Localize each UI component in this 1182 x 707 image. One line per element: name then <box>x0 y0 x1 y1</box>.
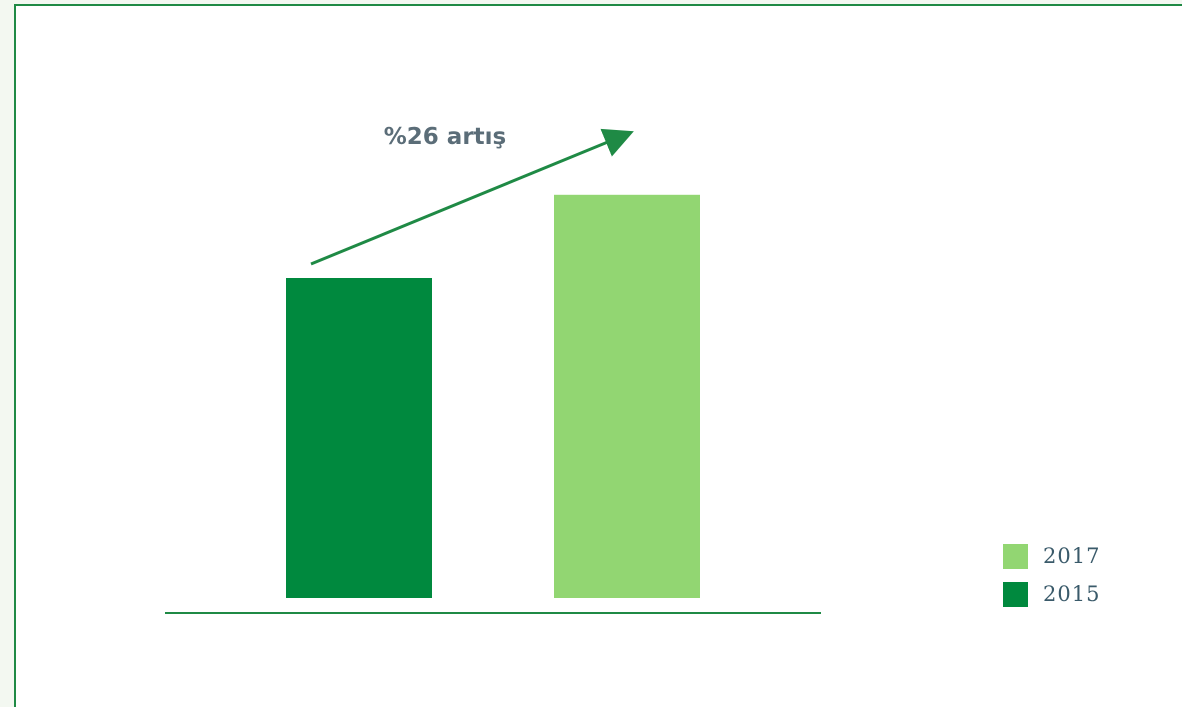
legend-label-2017: 2017 <box>1043 544 1101 568</box>
legend-swatch-2017 <box>1003 543 1028 569</box>
legend: 2017 2015 <box>1003 543 1101 620</box>
legend-item-2015: 2015 <box>1003 581 1101 607</box>
legend-item-2017: 2017 <box>1003 543 1101 569</box>
legend-swatch-2015 <box>1003 581 1028 607</box>
growth-annotation: %26 artış <box>384 124 507 150</box>
bar-2015 <box>286 278 432 598</box>
arrow-up-right-icon <box>310 128 634 266</box>
legend-label-2015: 2015 <box>1043 582 1101 606</box>
bars-group <box>286 194 700 599</box>
bar-2017 <box>554 194 700 599</box>
